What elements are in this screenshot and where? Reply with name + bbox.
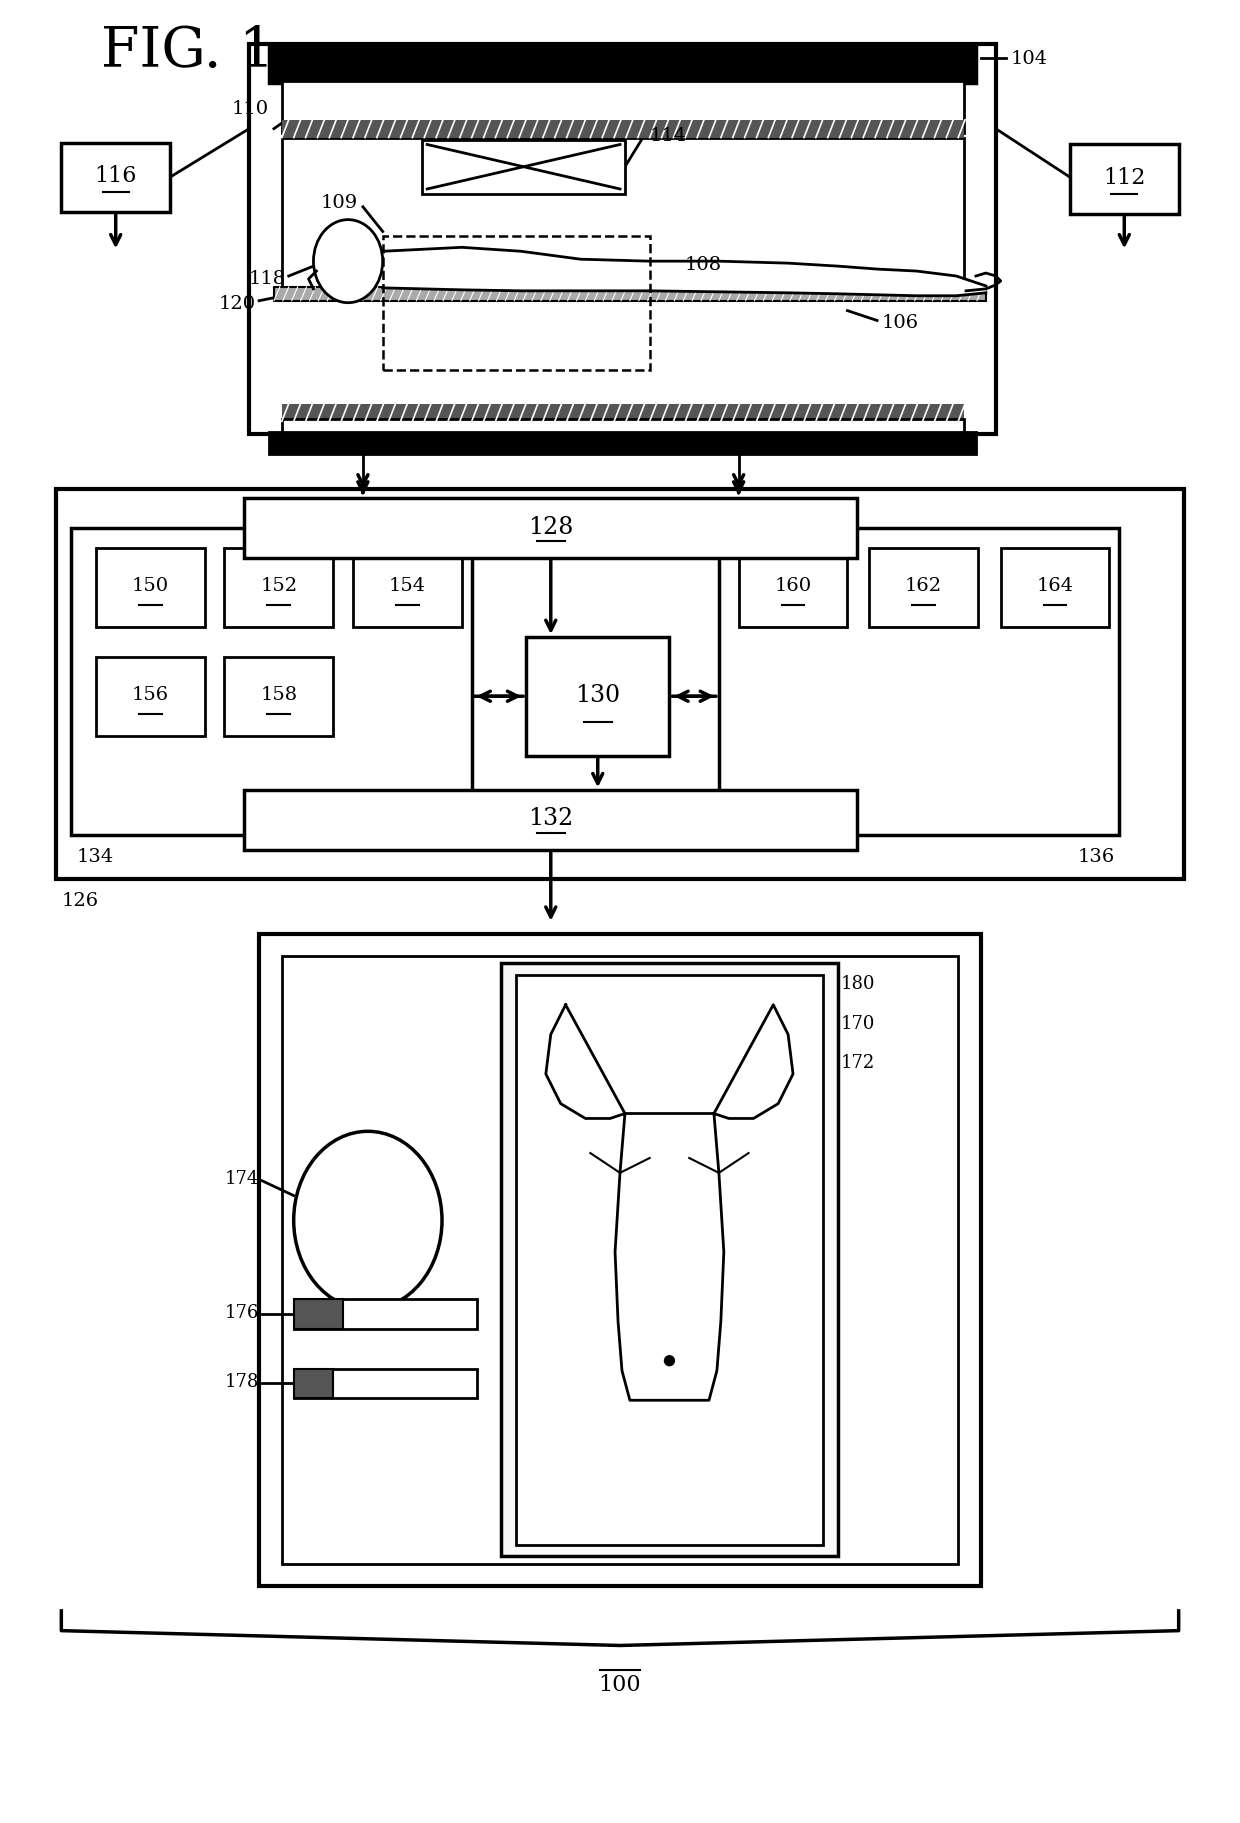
Bar bbox=[61, 144, 170, 213]
Bar bbox=[259, 933, 981, 1586]
Text: 116: 116 bbox=[94, 166, 136, 188]
Bar bbox=[1070, 146, 1179, 215]
Text: 154: 154 bbox=[389, 578, 427, 594]
Bar bbox=[281, 120, 965, 139]
Text: 178: 178 bbox=[224, 1373, 259, 1391]
Text: 172: 172 bbox=[841, 1054, 874, 1072]
Text: 108: 108 bbox=[684, 255, 722, 273]
Text: 128: 128 bbox=[528, 516, 573, 538]
Bar bbox=[719, 529, 1120, 835]
Text: 126: 126 bbox=[61, 891, 98, 910]
Bar bbox=[281, 405, 965, 423]
Bar bbox=[281, 82, 965, 133]
Text: 136: 136 bbox=[1078, 848, 1115, 866]
Text: 106: 106 bbox=[882, 314, 919, 332]
Bar bbox=[526, 638, 670, 757]
Bar bbox=[423, 140, 625, 195]
Text: 130: 130 bbox=[575, 684, 620, 706]
Bar bbox=[516, 975, 822, 1544]
Bar bbox=[281, 419, 965, 436]
Bar bbox=[274, 288, 986, 301]
Bar bbox=[1001, 549, 1110, 627]
Bar bbox=[269, 44, 976, 84]
Text: FIG. 1: FIG. 1 bbox=[100, 24, 274, 78]
Text: 104: 104 bbox=[1011, 51, 1048, 69]
Text: 176: 176 bbox=[224, 1303, 259, 1322]
Text: 174: 174 bbox=[224, 1169, 259, 1187]
Text: 100: 100 bbox=[599, 1674, 641, 1695]
Bar bbox=[869, 549, 978, 627]
Text: 160: 160 bbox=[775, 578, 812, 594]
Text: 170: 170 bbox=[841, 1014, 875, 1032]
Bar bbox=[249, 44, 996, 436]
Bar bbox=[294, 1369, 334, 1398]
Bar bbox=[383, 237, 650, 370]
Bar bbox=[95, 549, 205, 627]
Text: 120: 120 bbox=[219, 295, 257, 312]
Ellipse shape bbox=[314, 221, 383, 303]
Bar bbox=[56, 489, 1184, 881]
Bar bbox=[353, 549, 461, 627]
Bar bbox=[71, 529, 471, 835]
Text: 156: 156 bbox=[131, 685, 169, 704]
Bar bbox=[244, 500, 857, 558]
Text: 132: 132 bbox=[528, 808, 573, 829]
Text: 110: 110 bbox=[232, 100, 269, 118]
Bar bbox=[501, 964, 837, 1557]
Bar bbox=[224, 549, 334, 627]
Text: 158: 158 bbox=[260, 685, 298, 704]
Text: 162: 162 bbox=[905, 578, 942, 594]
Text: 164: 164 bbox=[1037, 578, 1074, 594]
Bar bbox=[224, 658, 334, 736]
Bar bbox=[281, 139, 965, 292]
Text: 134: 134 bbox=[76, 848, 113, 866]
Bar bbox=[244, 791, 857, 850]
Bar bbox=[294, 1369, 476, 1398]
Text: 152: 152 bbox=[260, 578, 298, 594]
Polygon shape bbox=[546, 1004, 794, 1400]
Bar bbox=[281, 957, 959, 1564]
Text: 118: 118 bbox=[249, 270, 285, 288]
Bar bbox=[294, 1300, 476, 1329]
Ellipse shape bbox=[294, 1132, 441, 1309]
Text: 112: 112 bbox=[1104, 168, 1146, 190]
Bar bbox=[95, 658, 205, 736]
Bar bbox=[739, 549, 847, 627]
Text: 180: 180 bbox=[841, 975, 875, 992]
Polygon shape bbox=[383, 248, 986, 297]
Bar bbox=[269, 434, 976, 454]
Circle shape bbox=[665, 1356, 675, 1365]
Text: 150: 150 bbox=[131, 578, 169, 594]
Bar bbox=[294, 1300, 343, 1329]
Text: 114: 114 bbox=[650, 126, 687, 144]
Text: 109: 109 bbox=[321, 193, 358, 211]
